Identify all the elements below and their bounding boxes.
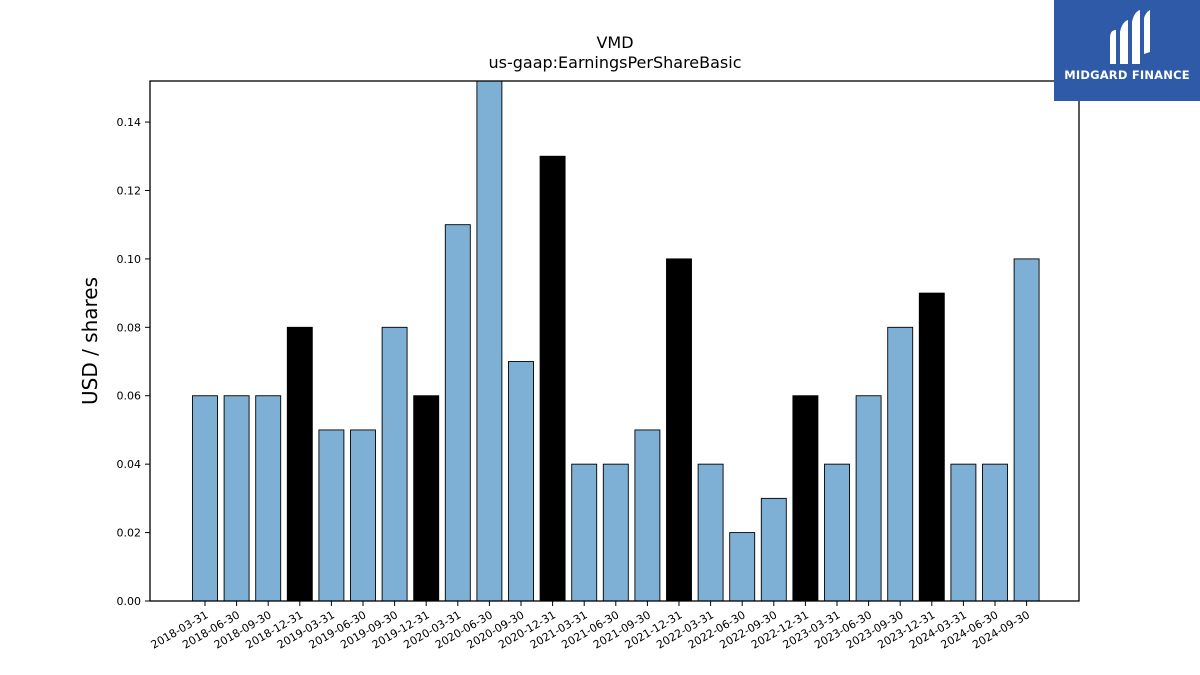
midgard-logo-icon: [1110, 10, 1150, 64]
bar-2024-06-30: [982, 463, 1008, 602]
bar-2021-12-31: [666, 258, 692, 602]
bar-2020-03-31: [444, 224, 471, 602]
y-axis: 0.00 0.02 0.04 0.06 0.08 0.10 0.12 0.14: [117, 116, 150, 608]
y-tick-label: 0.06: [117, 390, 142, 403]
bar-2024-09-30: [1013, 258, 1040, 602]
y-tick-label: 0.00: [117, 595, 142, 608]
y-tick-label: 0.14: [117, 116, 142, 129]
bar-2019-09-30: [381, 326, 408, 602]
bar-2018-12-31: [286, 326, 313, 602]
bar-2023-03-31: [824, 463, 850, 602]
y-tick-label: 0.02: [117, 527, 142, 540]
chart-subtitle: us-gaap:EarningsPerShareBasic: [488, 53, 741, 72]
y-tick-label: 0.08: [117, 321, 142, 334]
y-tick-label: 0.12: [117, 184, 142, 197]
bar-2022-03-31: [697, 463, 724, 602]
y-tick-label: 0.10: [117, 253, 142, 266]
bar-2021-09-30: [634, 429, 661, 602]
logo-text: MIDGARD FINANCE: [1064, 68, 1190, 82]
y-axis-label: USD / shares: [78, 277, 102, 405]
bar-2020-09-30: [508, 361, 534, 602]
bar-2019-12-31: [413, 395, 440, 602]
x-axis: 2018-03-312018-06-302018-09-302018-12-31…: [149, 601, 1032, 652]
bar-2019-06-30: [350, 429, 376, 602]
bar-2022-12-31: [792, 395, 819, 602]
bar-2022-09-30: [760, 497, 787, 602]
bar-2018-03-31: [192, 395, 218, 602]
bar-2023-12-31: [918, 292, 945, 602]
bar-2018-09-30: [255, 395, 282, 602]
y-tick-label: 0.04: [117, 458, 142, 471]
bar-2023-06-30: [855, 395, 882, 602]
bar-2021-03-31: [571, 463, 598, 602]
chart-title: VMD: [596, 33, 633, 52]
bar-2022-06-30: [729, 532, 756, 602]
bar-2020-12-31: [539, 155, 566, 602]
bar-2023-09-30: [887, 326, 914, 602]
midgard-finance-logo: MIDGARD FINANCE: [1054, 0, 1200, 101]
bars-group: [192, 80, 1040, 602]
bar-2021-06-30: [602, 463, 629, 602]
plot-frame: [149, 80, 1080, 602]
bar-2018-06-30: [223, 395, 250, 602]
bar-2020-06-30: [476, 80, 503, 602]
bar-2024-03-31: [950, 463, 977, 602]
bar-2019-03-31: [318, 429, 345, 602]
